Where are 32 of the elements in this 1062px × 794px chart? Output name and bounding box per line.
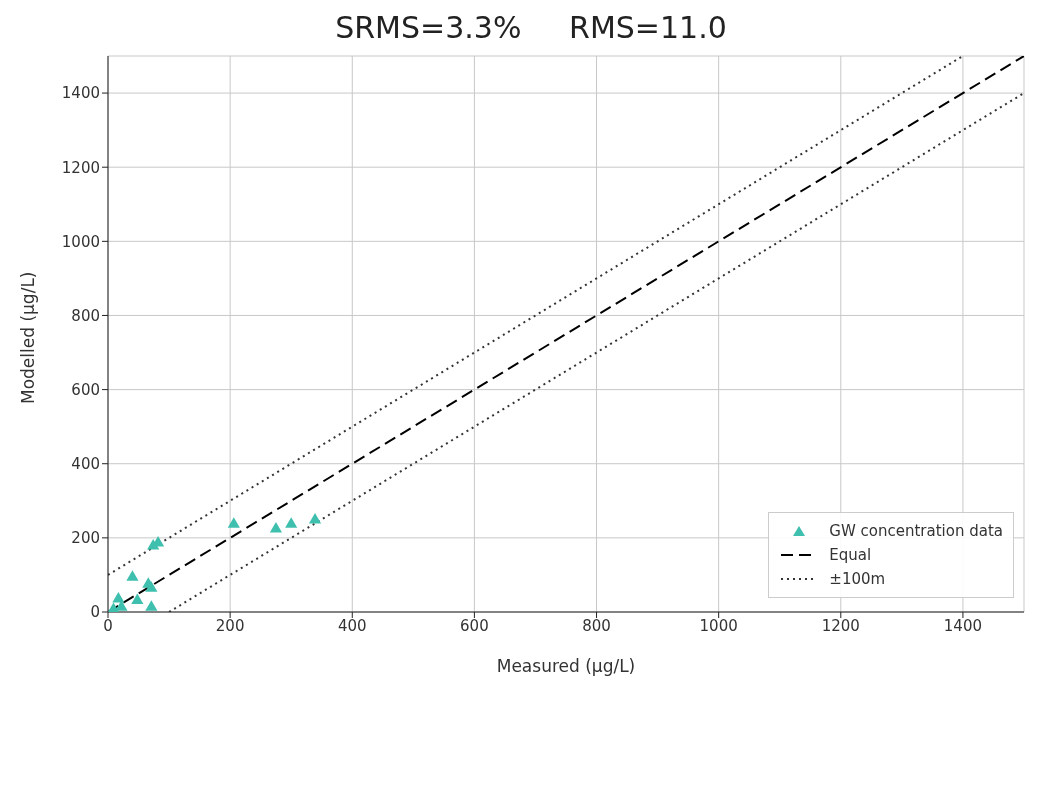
x-tick-label: 1000 xyxy=(699,616,738,635)
legend-label: GW concentration data xyxy=(829,522,1003,540)
x-tick-label: 800 xyxy=(582,616,611,635)
x-axis-title: Measured (μg/L) xyxy=(496,656,636,676)
y-tick-label: 1000 xyxy=(61,232,100,251)
y-axis-title: Modelled (μg/L) xyxy=(18,271,39,404)
x-tick-label: 600 xyxy=(460,616,489,635)
x-tick-label: 0 xyxy=(103,616,113,635)
point xyxy=(285,517,298,528)
y-tick-label: 1400 xyxy=(61,84,100,103)
point xyxy=(145,600,158,611)
point xyxy=(126,570,139,581)
x-tick-label: 1200 xyxy=(821,616,860,635)
point xyxy=(108,602,120,612)
point xyxy=(308,513,322,524)
y-tick-label: 1200 xyxy=(61,158,100,177)
point xyxy=(145,581,158,592)
point xyxy=(131,593,144,605)
point xyxy=(269,521,283,533)
x-tick-label: 200 xyxy=(215,616,245,635)
y-tick-label: 600 xyxy=(71,380,100,399)
y-tick-label: 400 xyxy=(71,455,100,474)
chart-title: SRMS=3.3% RMS=11.0 xyxy=(334,9,728,47)
y-tick-label: 800 xyxy=(71,306,100,325)
y-tick-label: 0 xyxy=(90,603,100,622)
x-tick-label: 400 xyxy=(337,616,367,635)
x-tick-label: 1400 xyxy=(943,616,983,635)
y-tick-label: 200 xyxy=(71,529,100,548)
legend-label: Equal xyxy=(829,546,872,564)
point xyxy=(112,592,125,603)
legend-label: ±100m xyxy=(829,570,886,588)
point xyxy=(227,517,240,528)
